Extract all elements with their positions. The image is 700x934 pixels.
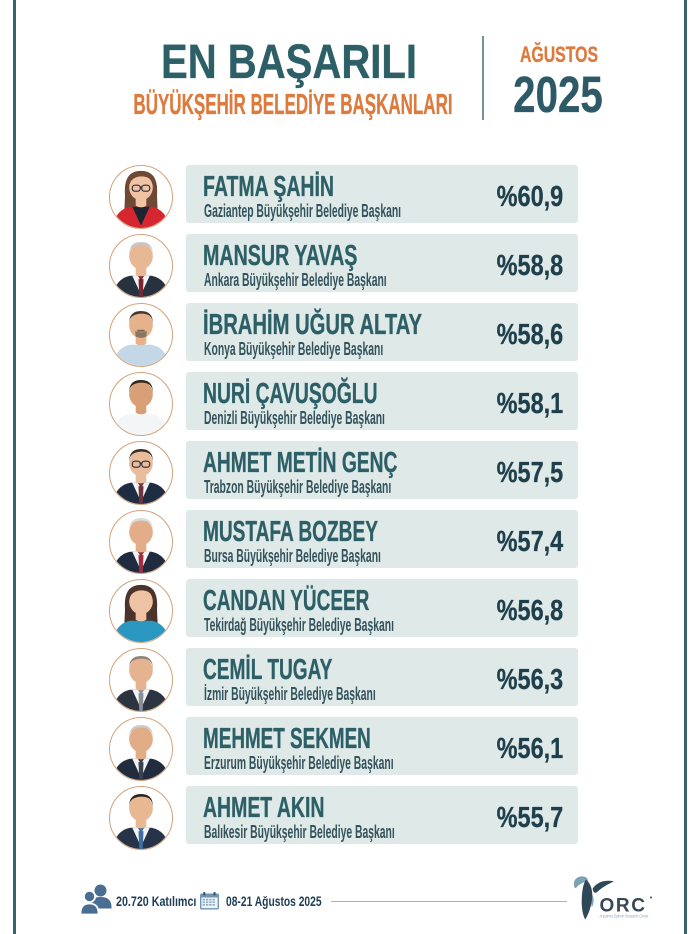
svg-text:ORC: ORC <box>600 896 647 917</box>
svg-text:Araştırma Opinion Research Cen: Araştırma Opinion Research Center <box>600 914 649 919</box>
